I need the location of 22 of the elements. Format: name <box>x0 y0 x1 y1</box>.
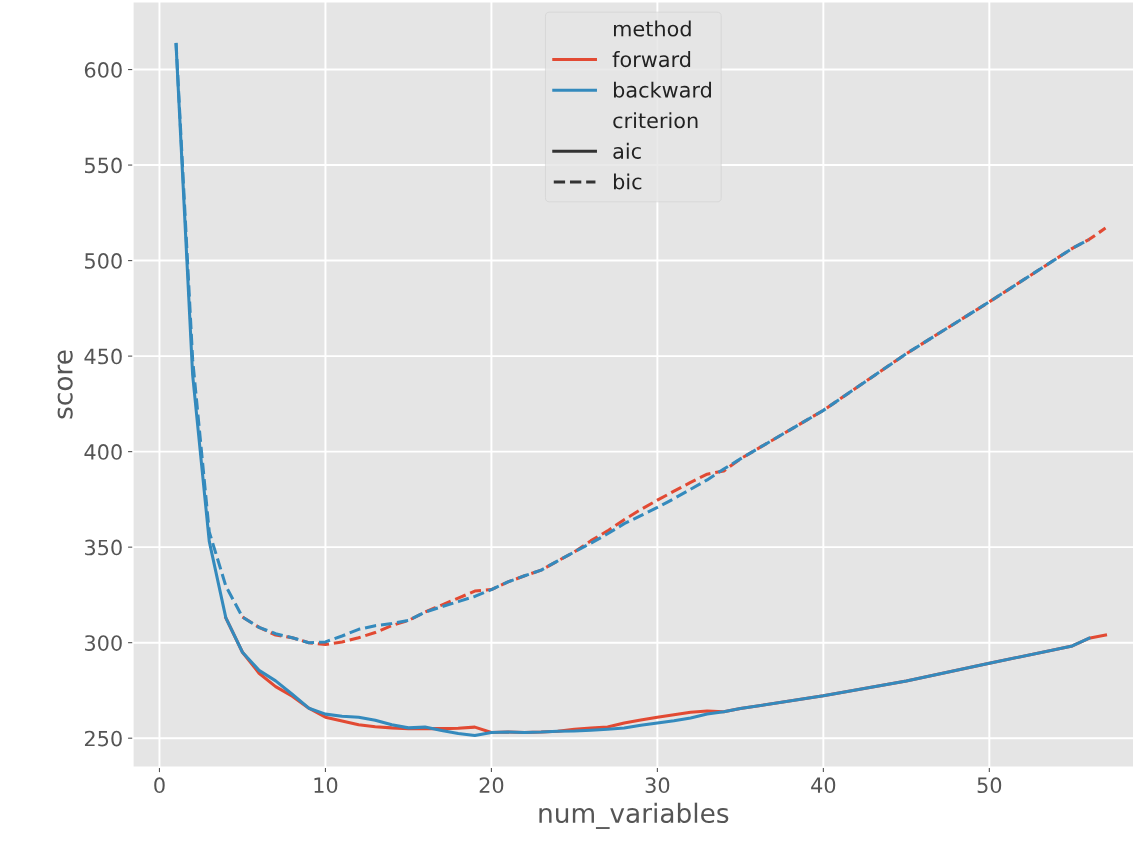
annotation: criterion <box>613 112 698 129</box>
x-axis-title: num_variables <box>539 802 729 829</box>
x-tick-label: 30 <box>645 777 670 794</box>
y-tick-label: 400 <box>84 444 122 460</box>
y-tick-label: 450 <box>84 348 122 365</box>
legend-title: method <box>614 20 691 37</box>
x-tick-label: 20 <box>479 777 504 794</box>
x-tick-label: 50 <box>977 777 1002 794</box>
x-tick-label: 10 <box>314 777 338 794</box>
y-tick-label: 250 <box>84 730 122 747</box>
y-tick-label: 550 <box>85 157 122 174</box>
x-tick-label: 40 <box>811 777 836 794</box>
x-tick-label: 0 <box>154 777 165 794</box>
y-tick-label: 300 <box>85 635 122 651</box>
annotation: bic <box>614 173 642 190</box>
y-tick-label: 500 <box>85 253 122 269</box>
y-tick-label: 350 <box>85 539 122 556</box>
annotation: aic <box>613 142 641 159</box>
y-tick-label: 600 <box>84 62 122 78</box>
legend-label: forward <box>612 51 691 68</box>
legend-label: backward <box>614 81 711 98</box>
y-axis-title: score <box>57 350 73 419</box>
